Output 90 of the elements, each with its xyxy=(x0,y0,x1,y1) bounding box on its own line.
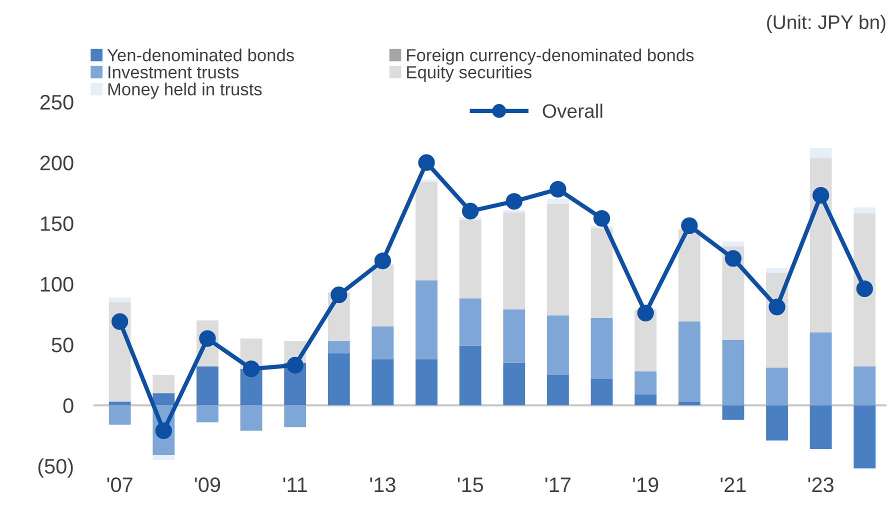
bar xyxy=(766,368,788,406)
legend-label: Money held in trusts xyxy=(108,82,262,99)
bar xyxy=(152,393,175,406)
bar xyxy=(196,405,218,422)
y-tick-label: 0 xyxy=(63,398,74,414)
bar xyxy=(372,326,394,360)
bar xyxy=(854,405,876,468)
x-tick-label: '17 xyxy=(545,478,570,492)
point xyxy=(330,286,348,304)
bar xyxy=(196,366,218,406)
bar xyxy=(416,359,438,406)
bar xyxy=(547,204,569,316)
x-tick-label: '09 xyxy=(194,477,220,492)
bar xyxy=(678,322,700,402)
bar xyxy=(416,280,438,360)
bar xyxy=(284,405,306,428)
bar xyxy=(503,309,526,363)
bar xyxy=(854,366,876,406)
bar xyxy=(240,405,262,431)
bar xyxy=(152,374,175,394)
point xyxy=(550,180,566,198)
point xyxy=(418,154,435,171)
x-tick-label: '13 xyxy=(370,477,396,492)
bar xyxy=(634,371,657,394)
bar xyxy=(678,402,700,406)
y-tick-label: 200 xyxy=(40,156,74,170)
bar xyxy=(372,359,394,406)
point xyxy=(374,252,392,270)
point xyxy=(724,250,742,267)
bar xyxy=(503,362,526,406)
bar xyxy=(766,268,788,274)
x-tick-label: '21 xyxy=(720,477,746,492)
legend-label: Equity securities xyxy=(407,66,532,82)
y-tick-label: (50) xyxy=(38,458,73,478)
bar xyxy=(459,346,482,406)
point xyxy=(593,210,610,227)
bar xyxy=(108,405,131,425)
bar xyxy=(459,298,482,346)
bar xyxy=(108,402,131,406)
point xyxy=(681,217,698,234)
point xyxy=(768,298,786,316)
bar xyxy=(328,353,350,406)
point xyxy=(286,356,304,374)
bar xyxy=(766,405,788,440)
legend-label: Yen-denominated bonds xyxy=(107,48,294,62)
y-tick-label: 150 xyxy=(40,216,74,232)
x-tick-label: '11 xyxy=(283,478,307,492)
bar xyxy=(547,198,569,204)
bar xyxy=(810,332,832,406)
bar xyxy=(854,207,876,214)
bar xyxy=(590,228,613,318)
bar xyxy=(503,212,526,310)
x-tick-label: '07 xyxy=(107,477,132,492)
y-tick-label: 100 xyxy=(40,276,74,292)
bar xyxy=(810,405,832,449)
point xyxy=(462,202,479,220)
bar xyxy=(547,315,569,375)
legend-label: Overall xyxy=(542,104,602,118)
legend-label: Foreign currency-denominated bonds xyxy=(407,48,694,65)
legend-label: Investment trusts xyxy=(108,66,239,78)
bar xyxy=(854,214,876,366)
bar xyxy=(590,378,613,406)
x-tick-label: '19 xyxy=(633,477,658,492)
bar xyxy=(108,297,131,302)
bar xyxy=(328,340,350,354)
bar xyxy=(678,229,700,322)
point xyxy=(506,193,522,210)
point xyxy=(242,360,260,378)
bar xyxy=(590,318,613,379)
bar xyxy=(416,182,438,280)
bar xyxy=(810,158,832,332)
bar xyxy=(503,210,526,212)
y-tick-label: 50 xyxy=(52,338,74,352)
bar xyxy=(459,220,482,298)
bar xyxy=(634,394,657,406)
point xyxy=(856,280,873,298)
bar xyxy=(547,374,569,406)
point xyxy=(812,187,830,204)
point xyxy=(637,304,654,322)
bar xyxy=(722,340,744,406)
text: (Unit: JPY bn) xyxy=(767,14,886,33)
y-tick-label: 250 xyxy=(40,94,74,110)
x-tick-label: '23 xyxy=(808,477,834,492)
bar xyxy=(722,405,744,420)
bar xyxy=(152,455,175,460)
x-tick-label: '15 xyxy=(458,478,484,492)
bar xyxy=(810,148,832,158)
bar xyxy=(722,241,744,246)
bar xyxy=(372,264,394,326)
point xyxy=(112,313,128,330)
